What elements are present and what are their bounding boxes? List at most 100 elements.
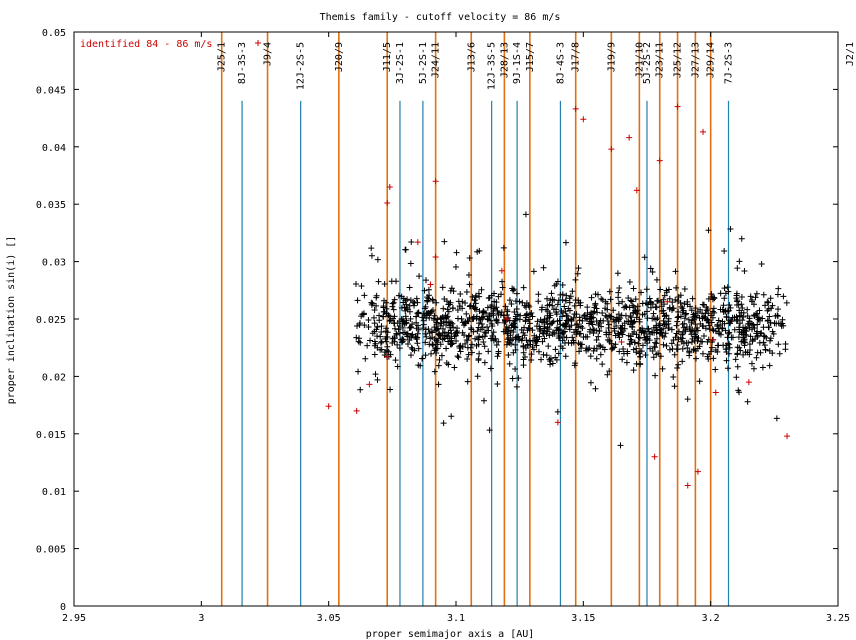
data-point [364, 342, 371, 349]
data-point [726, 329, 733, 336]
data-point [747, 293, 754, 300]
data-point [373, 302, 380, 309]
data-point [436, 356, 443, 363]
data-point [735, 334, 742, 341]
data-point [550, 318, 557, 325]
data-point [671, 383, 678, 390]
data-point [753, 290, 760, 297]
data-point [623, 304, 630, 311]
data-point [677, 292, 684, 299]
data-point [559, 281, 566, 288]
data-point [540, 264, 547, 271]
data-point [551, 282, 558, 289]
data-point [532, 340, 539, 347]
data-point [726, 344, 733, 351]
data-point [474, 373, 481, 380]
data-point [627, 313, 634, 320]
data-point [404, 330, 411, 337]
data-point [416, 273, 423, 280]
data-point [681, 286, 688, 293]
data-point [506, 297, 513, 304]
data-point [492, 335, 499, 342]
data-point [750, 322, 757, 329]
data-point [533, 323, 540, 330]
data-point [434, 326, 441, 333]
data-point [431, 368, 438, 375]
data-point [435, 362, 442, 369]
data-point [468, 341, 475, 348]
data-point [738, 301, 745, 308]
data-point [675, 328, 682, 335]
data-point [627, 336, 634, 343]
data-point [624, 348, 631, 355]
data-point [701, 301, 708, 308]
data-point [498, 309, 505, 316]
data-point [376, 317, 383, 324]
data-point [388, 278, 395, 285]
data-point [748, 326, 755, 333]
data-point [419, 355, 426, 362]
data-point [557, 321, 564, 328]
identified-point [608, 146, 615, 153]
data-point [466, 332, 473, 339]
data-point [515, 375, 522, 382]
data-point [763, 334, 770, 341]
data-point [662, 330, 669, 337]
data-point [740, 309, 747, 316]
data-point [575, 300, 582, 307]
y-tick-label: 0.025 [36, 315, 66, 326]
data-point [595, 291, 602, 298]
data-point [684, 298, 691, 305]
data-point [680, 340, 687, 347]
data-point [720, 342, 727, 349]
data-point [554, 278, 561, 285]
data-point [404, 296, 411, 303]
data-point [414, 330, 421, 337]
data-point [430, 297, 437, 304]
data-point [602, 312, 609, 319]
data-point [415, 309, 422, 316]
data-point [476, 247, 483, 254]
data-point [394, 363, 401, 370]
data-point [607, 313, 614, 320]
data-point [371, 320, 378, 327]
data-point [688, 319, 695, 326]
data-point [528, 356, 535, 363]
data-point [362, 355, 369, 362]
data-point [643, 286, 650, 293]
data-point [513, 305, 520, 312]
data-point [780, 293, 787, 300]
y-tick-label: 0.02 [42, 372, 66, 383]
data-point [422, 277, 429, 284]
data-point [760, 339, 767, 346]
data-point [587, 353, 594, 360]
data-point [736, 258, 743, 265]
data-point [539, 338, 546, 345]
data-point [659, 365, 666, 372]
data-point [407, 315, 414, 322]
data-point [367, 337, 374, 344]
data-point [738, 294, 745, 301]
data-point [709, 308, 716, 315]
data-point [529, 313, 536, 320]
data-point [462, 340, 469, 347]
data-point [613, 316, 620, 323]
data-point [533, 334, 540, 341]
data-point [453, 329, 460, 336]
y-tick-label: 0.01 [42, 487, 66, 498]
data-point [393, 331, 400, 338]
identified-point [432, 178, 439, 185]
data-point [758, 261, 765, 268]
data-point [547, 361, 554, 368]
data-point [617, 442, 624, 449]
data-point [392, 325, 399, 332]
resonance-labels: J25/1 8J-3S-3 J9/4 12J-2S-5 J20/9 J11/5 3J-2S-… [217, 42, 856, 90]
data-point [708, 348, 715, 355]
data-point [530, 346, 537, 353]
data-point [389, 300, 396, 307]
data-point [663, 342, 670, 349]
data-point [478, 286, 485, 293]
data-point [685, 316, 692, 323]
data-point [705, 227, 712, 234]
data-point [776, 350, 783, 357]
